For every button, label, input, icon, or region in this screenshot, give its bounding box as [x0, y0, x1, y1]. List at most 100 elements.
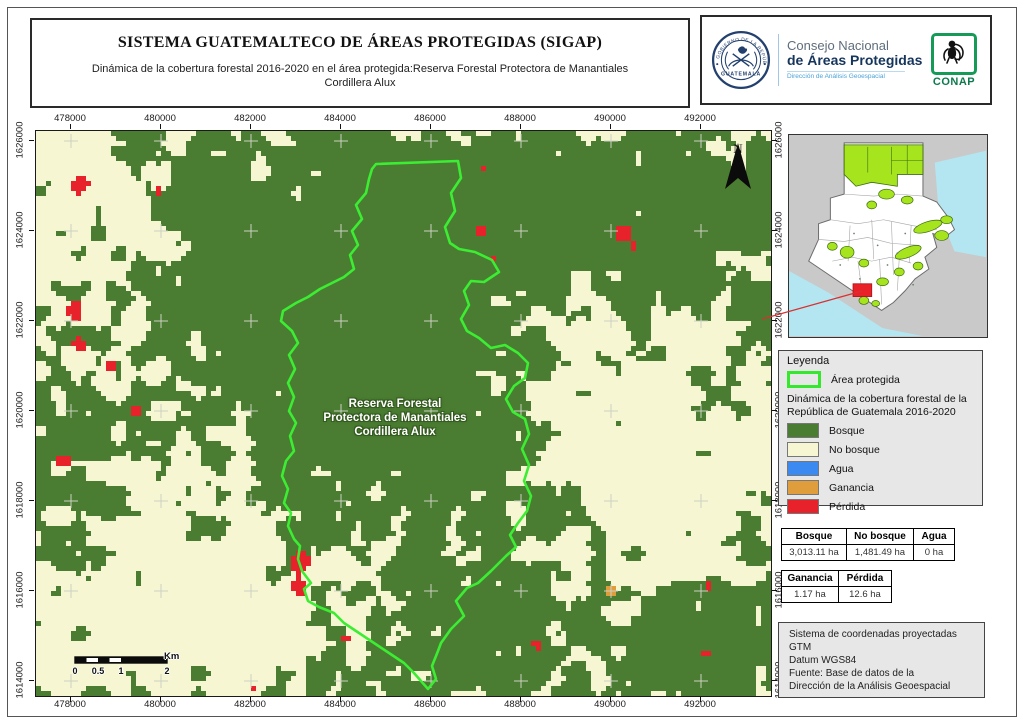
page-subtitle: Dinámica de la cobertura forestal 2016-2…	[91, 63, 629, 89]
coverage-header-no-bosque: No bosque	[846, 528, 914, 545]
x-coordinate-label: 492000	[684, 113, 716, 124]
frame-tick	[430, 124, 431, 129]
frame-tick	[160, 697, 161, 702]
change-value-ganancia: 1.17 ha	[781, 586, 839, 603]
x-coordinate-label: 490000	[594, 113, 626, 124]
org-name-line2: de Áreas Protegidas	[787, 52, 923, 69]
logo-divider	[778, 34, 779, 86]
org-name-line3: Dirección de Análisis Geoespacial	[787, 70, 905, 81]
legend-item-ganancia: Ganancia	[787, 480, 974, 495]
frame-tick	[610, 697, 611, 702]
x-coordinate-label: 488000	[504, 113, 536, 124]
scale-label-05: 0.5	[91, 666, 105, 676]
frame-tick	[520, 124, 521, 129]
frame-tick	[610, 124, 611, 129]
scale-bar: 0 0.5 1 2 Km	[66, 649, 216, 681]
frame-tick	[29, 230, 34, 231]
protected-area-swatch	[787, 371, 821, 388]
x-coordinate-label: 486000	[414, 113, 446, 124]
x-coordinate-label: 484000	[324, 113, 356, 124]
conap-monkey-icon	[931, 32, 977, 75]
y-coordinate-label: 1616000	[14, 571, 26, 609]
frame-tick	[772, 140, 777, 141]
legend: Leyenda Área protegida Dinámica de la co…	[778, 350, 983, 514]
grid-cross-layer	[64, 134, 708, 688]
bosque-swatch	[787, 423, 819, 438]
change-value-perdida: 12.6 ha	[838, 586, 892, 603]
scale-unit-label: Km	[164, 651, 180, 662]
legend-title: Leyenda	[787, 355, 830, 367]
info-line: Datum WGS84	[789, 655, 857, 666]
frame-tick	[29, 500, 34, 501]
frame-tick	[160, 124, 161, 129]
frame-tick	[250, 697, 251, 702]
info-line: GTM	[789, 642, 812, 653]
perdida-swatch	[787, 499, 819, 514]
x-coordinate-label: 480000	[144, 699, 176, 710]
page-title: SISTEMA GUATEMALTECO DE ÁREAS PROTEGIDAS…	[117, 34, 603, 51]
coverage-value-agua: 0 ha	[913, 544, 955, 561]
y-coordinate-label: 1626000	[14, 121, 26, 159]
frame-tick	[520, 697, 521, 702]
ganancia-swatch	[787, 480, 819, 495]
legend-item-bosque: Bosque	[787, 423, 974, 438]
x-coordinate-label: 486000	[414, 699, 446, 710]
agua-swatch	[787, 461, 819, 476]
scale-label-0: 0	[72, 666, 78, 676]
frame-tick	[29, 140, 34, 141]
y-coordinate-label: 1622000	[14, 301, 26, 339]
info-line: Sistema de coordenadas proyectadas	[789, 629, 957, 640]
change-header-ganancia: Ganancia	[781, 570, 839, 587]
metadata-box: Sistema de coordenadas proyectadas GTM D…	[778, 622, 985, 698]
inset-country-map	[788, 134, 988, 338]
protected-area-map-label: Reserva Forestal Protectora de Manantial…	[323, 398, 467, 438]
coverage-header-agua: Agua	[913, 528, 955, 545]
conap-label: CONAP	[932, 75, 976, 88]
main-map: Reserva Forestal Protectora de Manantial…	[35, 130, 772, 697]
x-coordinate-label: 478000	[54, 699, 86, 710]
frame-tick	[772, 320, 777, 321]
frame-tick	[772, 410, 777, 411]
info-line: Fuente: Base de datos de la	[789, 668, 915, 679]
frame-tick	[29, 590, 34, 591]
frame-tick	[29, 680, 34, 681]
x-coordinate-label: 482000	[234, 113, 266, 124]
x-coordinate-label: 490000	[594, 699, 626, 710]
inset-location-marker	[852, 283, 873, 297]
change-header-perdida: Pérdida	[838, 570, 892, 587]
page-border	[7, 7, 1017, 717]
frame-tick	[70, 124, 71, 129]
legend-subtitle: Dinámica de la cobertura forestal de la …	[787, 393, 967, 418]
frame-tick	[700, 124, 701, 129]
x-coordinate-label: 480000	[144, 113, 176, 124]
y-coordinate-label: 1620000	[14, 391, 26, 429]
legend-item-protected: Área protegida	[787, 371, 974, 388]
info-line: Dirección de la Análisis Geoespacial	[789, 681, 951, 692]
legend-item-perdida: Pérdida	[787, 499, 974, 514]
coverage-header-bosque: Bosque	[781, 528, 847, 545]
x-coordinate-label: 484000	[324, 699, 356, 710]
x-coordinate-label: 482000	[234, 699, 266, 710]
legend-item-no-bosque: No bosque	[787, 442, 974, 457]
frame-tick	[250, 124, 251, 129]
frame-tick	[340, 124, 341, 129]
frame-tick	[340, 697, 341, 702]
legend-item-agua: Agua	[787, 461, 974, 476]
seal-bottom-text: GUATEMALA	[721, 72, 761, 78]
scale-label-2: 2	[164, 666, 170, 676]
x-coordinate-label: 488000	[504, 699, 536, 710]
change-table: Ganancia Pérdida 1.17 ha 12.6 ha	[781, 570, 892, 603]
frame-tick	[772, 230, 777, 231]
x-coordinate-label: 492000	[684, 699, 716, 710]
y-coordinate-label: 1614000	[14, 661, 26, 699]
frame-tick	[772, 500, 777, 501]
conap-logo: CONAP	[926, 32, 982, 88]
org-name-block: Consejo Nacional de Áreas Protegidas Dir…	[787, 39, 926, 80]
org-name-line1: Consejo Nacional	[787, 38, 889, 54]
coverage-table: Bosque No bosque Agua 3,013.11 ha 1,481.…	[781, 528, 955, 561]
scale-label-1: 1	[118, 666, 124, 676]
y-coordinate-label: 1624000	[14, 211, 26, 249]
frame-tick	[772, 590, 777, 591]
header-box: SISTEMA GUATEMALTECO DE ÁREAS PROTEGIDAS…	[30, 18, 690, 108]
